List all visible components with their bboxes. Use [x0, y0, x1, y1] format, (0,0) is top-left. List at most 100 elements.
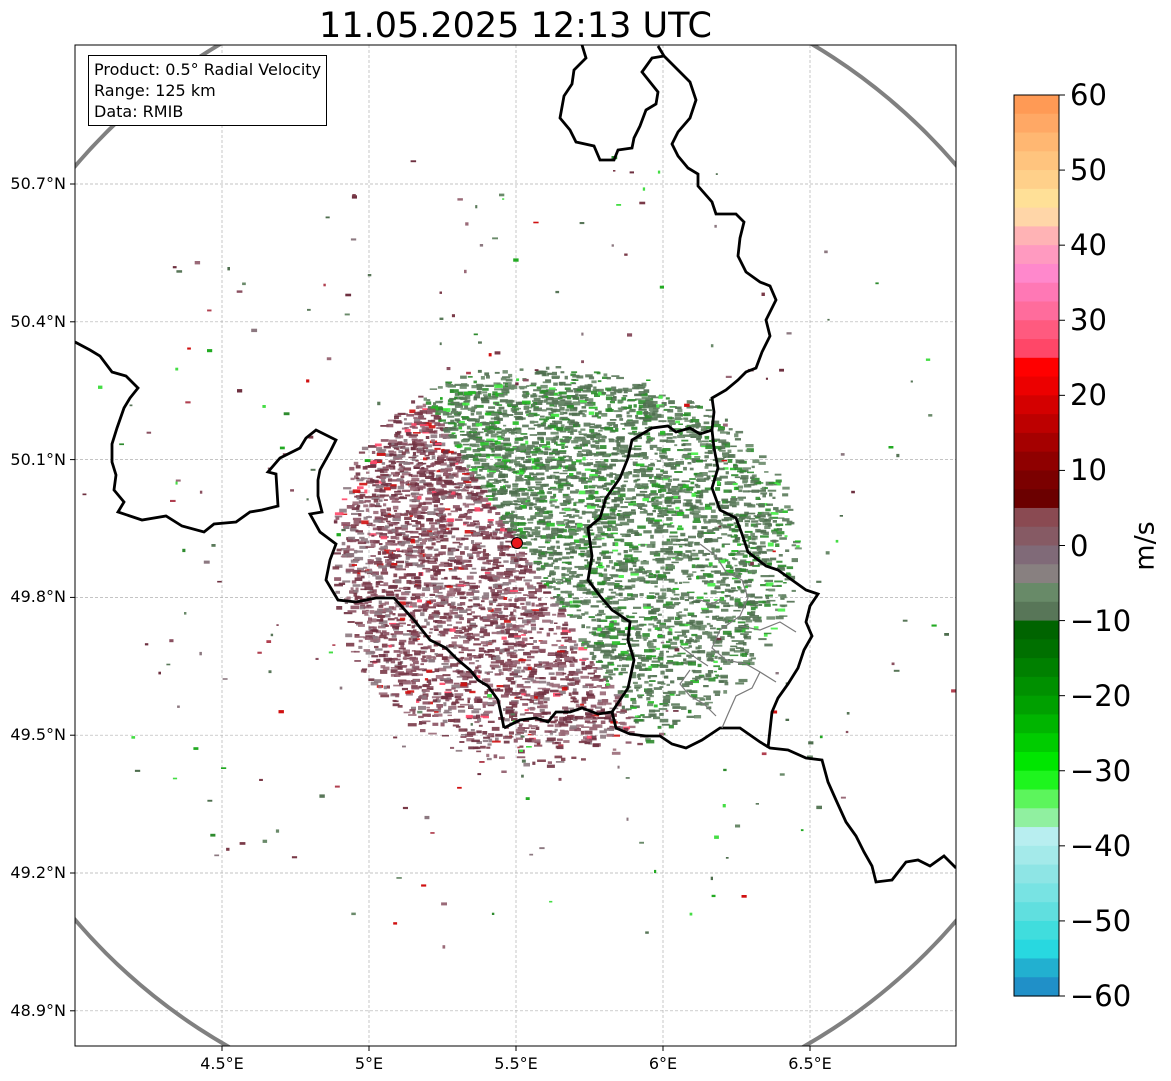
echo-gate [494, 421, 500, 425]
echo-gate [431, 612, 441, 615]
echo-gate [489, 445, 498, 450]
echo-gate [495, 433, 499, 436]
echo-gate [723, 516, 732, 521]
echo-gate [461, 734, 470, 736]
echo-gate [386, 685, 390, 689]
echo-gate [703, 599, 710, 602]
echo-gate [433, 572, 441, 575]
echo-gate [586, 550, 591, 553]
echo-gate [758, 600, 766, 604]
echo-gate [697, 656, 702, 660]
echo-gate [441, 459, 447, 462]
echo-gate [495, 512, 501, 515]
echo-gate [384, 607, 392, 612]
echo-gate [510, 627, 518, 630]
echo-gate [767, 513, 772, 517]
echo-gate [734, 603, 740, 607]
echo-gate [564, 445, 569, 448]
echo-gate [564, 547, 572, 551]
echo-gate [360, 575, 365, 579]
echo-gate [659, 624, 667, 629]
echo-gate [625, 586, 633, 590]
echo-gate [422, 528, 432, 531]
echo-gate [399, 568, 406, 571]
echo-gate [619, 565, 628, 569]
echo-gate [513, 628, 523, 632]
echo-gate [606, 564, 610, 568]
echo-gate [430, 406, 440, 411]
echo-gate [446, 618, 452, 622]
echo-gate [725, 501, 732, 503]
echo-gate [760, 492, 768, 495]
echo-gate [509, 459, 514, 464]
echo-gate [639, 623, 645, 626]
echo-gate [487, 469, 496, 473]
echo-gate [659, 686, 664, 689]
echo-gate [516, 683, 524, 688]
echo-gate [463, 581, 470, 584]
echo-gate [455, 445, 459, 447]
echo-gate [445, 688, 452, 691]
echo-gate [453, 492, 459, 496]
echo-gate [597, 640, 603, 642]
echo-gate [720, 572, 728, 576]
echo-gate [657, 725, 662, 729]
echo-gate [394, 415, 399, 420]
echo-gate [677, 525, 683, 528]
echo-gate [432, 491, 437, 494]
echo-gate [718, 439, 727, 443]
echo-gate [617, 690, 623, 694]
echo-gate [665, 551, 674, 554]
echo-gate [705, 615, 710, 618]
echo-gate [670, 501, 676, 505]
echo-gate [516, 626, 520, 631]
echo-gate [710, 627, 716, 630]
echo-gate [617, 606, 627, 610]
echo-gate [440, 601, 448, 605]
echo-gate [629, 454, 638, 457]
echo-gate [701, 526, 708, 529]
echo-gate [622, 633, 632, 637]
echo-gate [479, 458, 483, 462]
echo-gate [750, 606, 756, 611]
echo-gate [483, 650, 490, 654]
echo-gate [544, 448, 552, 451]
echo-gate [432, 722, 439, 726]
echo-gate [433, 531, 441, 535]
echo-gate [374, 488, 381, 493]
graticule [75, 45, 956, 1046]
echo-gate [489, 532, 493, 536]
echo-gate [586, 693, 595, 697]
echo-gate [453, 589, 461, 593]
echo-gate [370, 460, 377, 464]
echo-gate [507, 500, 513, 504]
echo-gate [557, 397, 563, 399]
echo-gate [525, 466, 533, 470]
echo-gate [711, 547, 715, 551]
echo-gate [617, 510, 622, 512]
echo-gate [414, 465, 421, 467]
echo-gate [525, 562, 533, 566]
echo-gate [561, 730, 569, 732]
echo-gate [638, 407, 642, 410]
echo-gate [736, 550, 741, 554]
echo-gate [408, 555, 417, 559]
echo-gate [549, 403, 554, 407]
echo-gate [566, 482, 571, 486]
echo-gate [377, 450, 385, 454]
echo-gate [461, 647, 469, 651]
echo-gate [375, 476, 385, 478]
echo-gate [454, 689, 458, 692]
echo-gate [528, 724, 532, 728]
echo-gate [395, 564, 403, 568]
echo-gate [727, 561, 731, 565]
echo-gate [383, 556, 389, 558]
echo-gate [480, 498, 489, 502]
echo-gate [580, 436, 586, 439]
echo-gate [498, 595, 505, 600]
echo-gate [637, 715, 641, 719]
echo-gate [559, 395, 568, 399]
echo-gate [535, 588, 542, 593]
echo-gate [422, 668, 427, 672]
echo-gate [562, 730, 570, 735]
